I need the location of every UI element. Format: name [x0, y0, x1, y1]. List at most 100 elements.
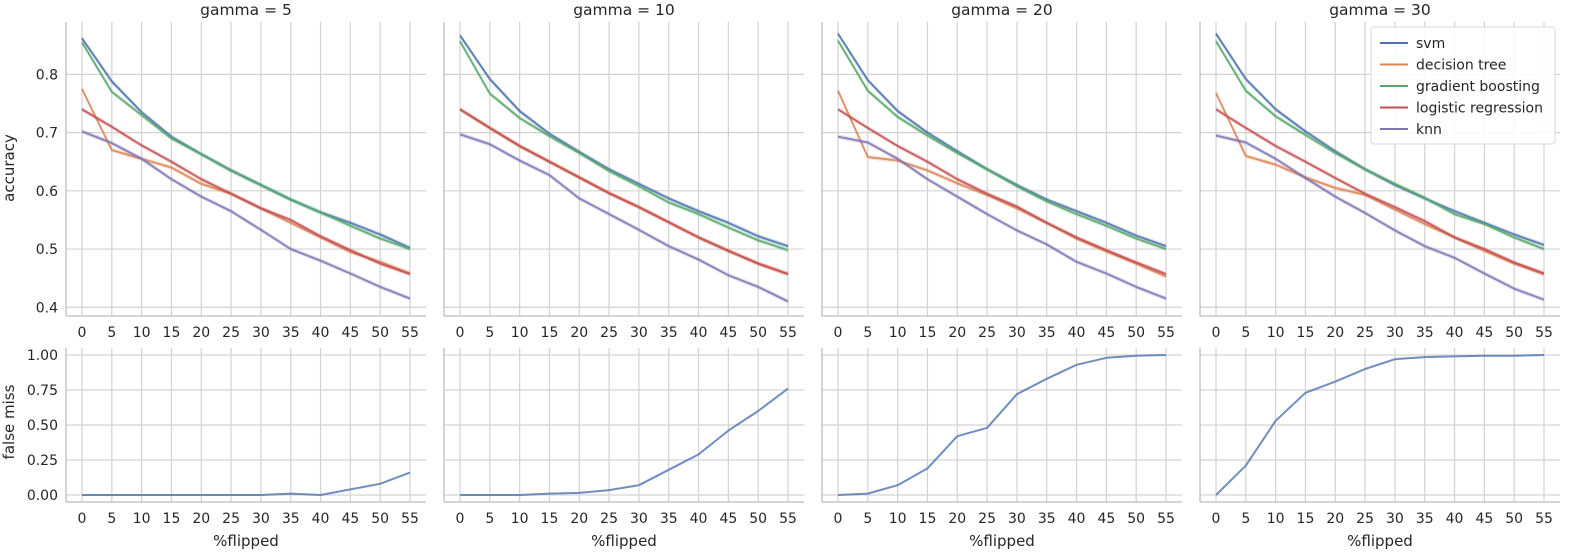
x-tick-label: 5 [1241, 325, 1250, 341]
x-tick-label: 55 [401, 325, 419, 341]
x-tick-label: 30 [1008, 511, 1026, 527]
x-tick-label: 10 [133, 511, 151, 527]
legend: svm decision tree gradient boosting logisti… [1370, 26, 1556, 145]
panel-title: gamma = 20 [951, 1, 1053, 19]
legend-label-svm: svm [1416, 36, 1445, 52]
legend-label-logistic-regression: logistic regression [1416, 101, 1543, 117]
x-tick-label: 50 [749, 325, 767, 341]
x-tick-label: 35 [1416, 511, 1434, 527]
x-tick-label: 50 [371, 325, 389, 341]
panel-title: gamma = 5 [200, 1, 292, 19]
x-tick-label: 15 [163, 511, 181, 527]
x-tick-label: 20 [948, 511, 966, 527]
x-tick-label: 55 [779, 325, 797, 341]
series-line-gradient-boosting [1215, 40, 1545, 250]
x-axis-label: %flipped [1347, 532, 1413, 550]
y-tick-label: 1.00 [27, 348, 58, 364]
ci-band-knn [838, 134, 1166, 301]
x-tick-label: 25 [1356, 511, 1374, 527]
legend-label-gradient-boosting: gradient boosting [1416, 79, 1540, 95]
x-tick-label: 45 [719, 325, 737, 341]
x-tick-label: 35 [660, 325, 678, 341]
x-axis-label: %flipped [969, 532, 1035, 550]
ci-band-knn [1216, 133, 1544, 303]
x-tick-label: 20 [192, 511, 210, 527]
x-tick-label: 35 [282, 511, 300, 527]
x-tick-label: 20 [192, 325, 210, 341]
plots-layer: gamma = 5 0.4 0.5 0.6 0.7 0.8 0 5 10 15 20 25 30 35 40… [27, 1, 1560, 550]
x-tick-label: 15 [163, 325, 181, 341]
x-tick-label: 40 [690, 325, 708, 341]
x-tick-label: 0 [78, 511, 87, 527]
y-tick-label: 0.5 [36, 242, 58, 258]
x-tick-label: 35 [282, 325, 300, 341]
x-tick-label: 30 [252, 325, 270, 341]
x-tick-label: 5 [485, 325, 494, 341]
x-tick-label: 0 [1212, 511, 1221, 527]
panel-title: gamma = 10 [573, 1, 675, 19]
series-line-gradient-boosting [459, 40, 789, 252]
false-miss-plot: 0 5 10 15 20 25 30 35 40 45 50 55 %flipped [443, 348, 804, 550]
accuracy-plot: 0.4 0.5 0.6 0.7 0.8 0 5 10 15 20 25 30 35 40 45 50 55 [36, 22, 426, 341]
series-line-logistic-regression [1215, 108, 1545, 275]
x-tick-label: 0 [834, 511, 843, 527]
x-tick-label: 50 [1127, 511, 1145, 527]
panel-gamma-10: gamma = 10 0 5 10 15 20 25 30 35 40 45 50 55 0 5 10 15 20… [443, 1, 804, 550]
series-line-decision-tree [837, 90, 1167, 278]
x-tick-label: 10 [511, 511, 529, 527]
panel-gamma-20: gamma = 20 0 5 10 15 20 25 30 35 40 45 50 55 0 5 10 15 20… [821, 1, 1182, 550]
x-tick-label: 30 [1386, 325, 1404, 341]
x-tick-label: 50 [371, 511, 389, 527]
x-tick-label: 10 [889, 511, 907, 527]
x-tick-label: 0 [456, 511, 465, 527]
x-tick-label: 30 [252, 511, 270, 527]
false-miss-line [82, 471, 411, 496]
x-axis-label: %flipped [591, 532, 657, 550]
x-tick-label: 45 [719, 511, 737, 527]
x-tick-label: 45 [1097, 325, 1115, 341]
legend-frame [1370, 26, 1556, 145]
x-tick-label: 55 [1157, 511, 1175, 527]
x-tick-label: 50 [749, 511, 767, 527]
ci-band-knn [82, 129, 410, 301]
x-tick-label: 40 [1068, 325, 1086, 341]
x-tick-label: 10 [889, 325, 907, 341]
series-line-decision-tree [1215, 92, 1545, 276]
x-tick-label: 40 [1068, 511, 1086, 527]
y-tick-label: 0.8 [36, 67, 58, 83]
false-miss-line [837, 354, 1167, 496]
series-line-knn [837, 135, 1167, 300]
y-tick-label: 0.4 [36, 300, 58, 316]
x-tick-label: 5 [1241, 511, 1250, 527]
x-tick-label: 25 [222, 325, 240, 341]
x-tick-label: 15 [1297, 511, 1315, 527]
x-tick-label: 0 [834, 325, 843, 341]
x-tick-label: 55 [779, 511, 797, 527]
false-miss-axis-label: false miss [0, 384, 18, 459]
x-tick-label: 5 [863, 325, 872, 341]
x-tick-label: 10 [511, 325, 529, 341]
series-line-logistic-regression [837, 108, 1167, 276]
x-tick-label: 40 [312, 511, 330, 527]
x-tick-label: 45 [341, 511, 359, 527]
x-tick-label: 55 [1157, 325, 1175, 341]
x-tick-label: 45 [1475, 325, 1493, 341]
x-tick-label: 25 [600, 511, 618, 527]
x-tick-label: 40 [1446, 511, 1464, 527]
x-tick-label: 25 [222, 511, 240, 527]
y-tick-label: 0.75 [27, 383, 58, 399]
x-tick-label: 50 [1505, 325, 1523, 341]
x-tick-label: 15 [1297, 325, 1315, 341]
x-tick-label: 20 [1326, 325, 1344, 341]
series-line-logistic-regression [459, 108, 789, 276]
x-tick-label: 35 [660, 511, 678, 527]
y-tick-label: 0.50 [27, 418, 58, 434]
y-tick-label: 0.7 [36, 126, 58, 142]
x-tick-label: 40 [690, 511, 708, 527]
x-tick-label: 0 [456, 325, 465, 341]
x-tick-label: 35 [1038, 325, 1056, 341]
x-tick-label: 10 [1267, 325, 1285, 341]
series-line-svm [459, 34, 789, 248]
series-line-knn [459, 133, 789, 303]
